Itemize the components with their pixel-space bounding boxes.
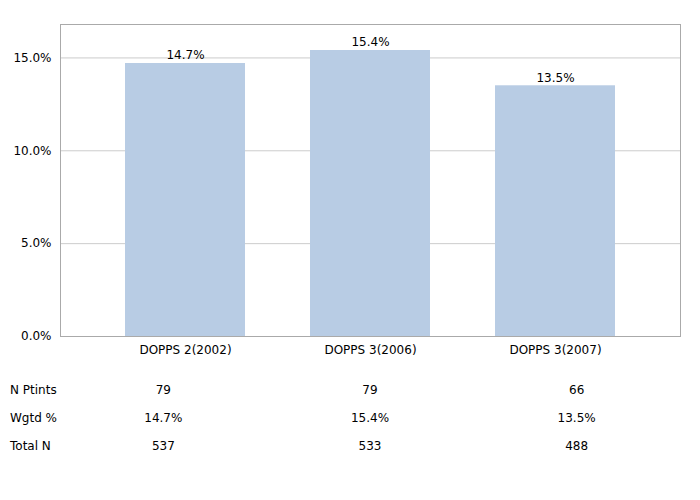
html-text:15.4%: 15.4% [350,411,389,425]
svg-text:10.0%: 10.0% [13,144,51,158]
html-text:N Ptints: N Ptints [10,383,57,397]
svg-text:13.5%: 13.5% [536,71,574,85]
html-text:488: 488 [565,439,589,453]
svg-text:15.4%: 15.4% [351,35,389,49]
html-text:14.7%: 14.7% [144,411,183,425]
svg-text:15.0%: 15.0% [13,51,51,65]
html-text:79: 79 [362,383,378,397]
svg-text:14.7%: 14.7% [166,48,204,62]
html-text:79: 79 [155,383,171,397]
svg-text:DOPPS 2(2002): DOPPS 2(2002) [139,343,231,357]
svg-text:DOPPS 3(2007): DOPPS 3(2007) [509,343,601,357]
html-text:66: 66 [569,383,585,397]
html-text:537: 537 [151,439,175,453]
html-text:533: 533 [358,439,382,453]
svg-text:5.0%: 5.0% [21,236,52,250]
svg-text:0.0%: 0.0% [21,329,52,343]
html-text:13.5%: 13.5% [557,411,596,425]
svg-text:DOPPS 3(2006): DOPPS 3(2006) [324,343,416,357]
html-text:Wgtd %: Wgtd % [10,411,57,425]
html-text:Total N: Total N [10,439,51,453]
